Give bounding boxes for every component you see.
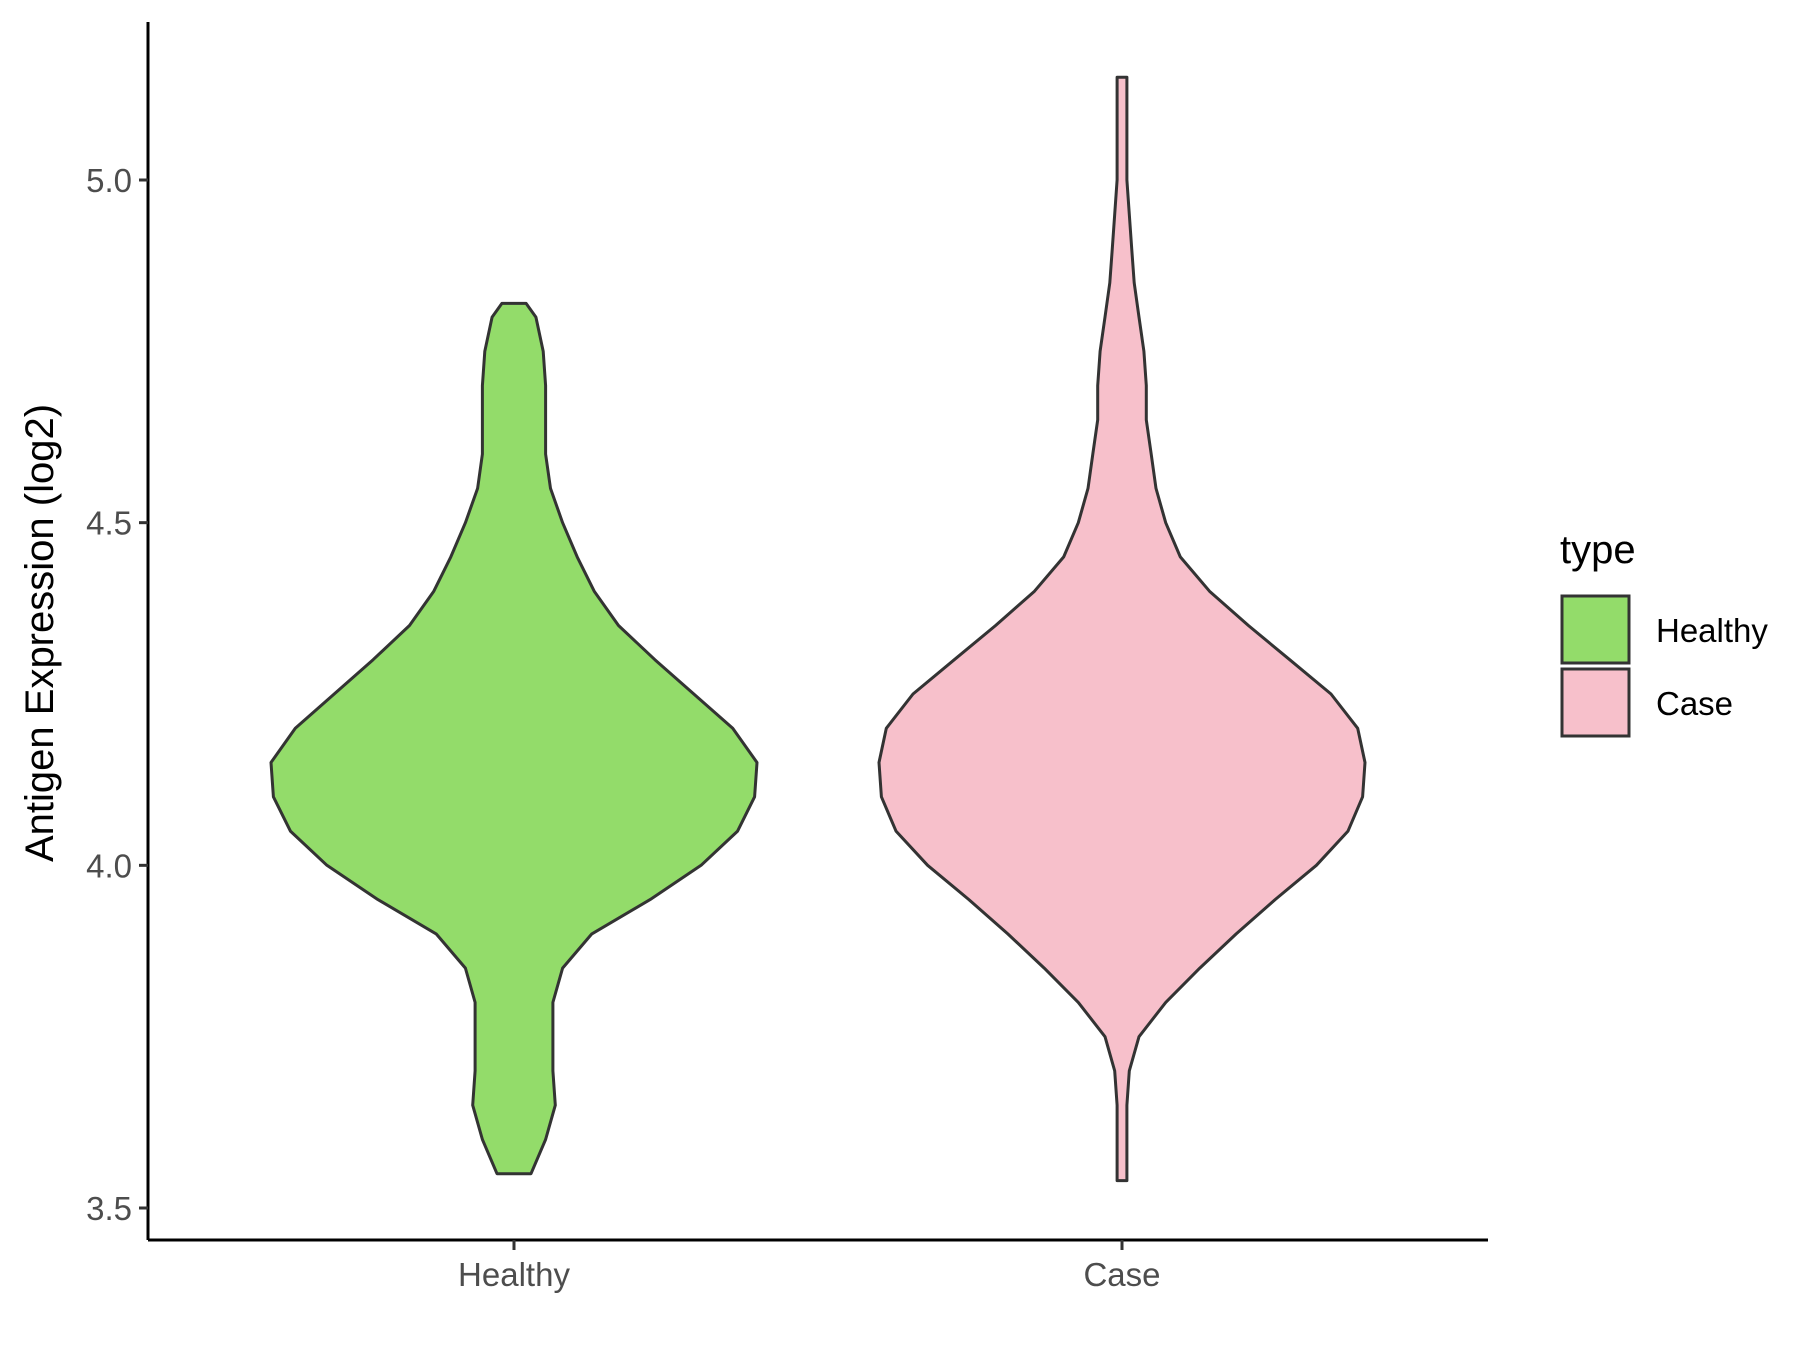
y-tick-label: 4.5 <box>86 505 132 542</box>
legend: type Healthy Case <box>1560 528 1768 738</box>
axes-layer: 3.5 4.0 4.5 5.0 Healthy Case <box>86 22 1488 1293</box>
x-tick-label: Healthy <box>458 1256 570 1293</box>
violin-healthy <box>269 301 759 1176</box>
legend-title: type <box>1560 528 1636 572</box>
legend-label-case: Case <box>1656 685 1733 722</box>
violin-case <box>877 75 1367 1183</box>
y-tick-label: 3.5 <box>86 1190 132 1227</box>
y-tick-label: 4.0 <box>86 847 132 884</box>
y-axis-title: Antigen Expression (log2) <box>18 404 62 862</box>
legend-swatch-healthy <box>1560 594 1631 665</box>
violin-layer <box>269 75 1367 1183</box>
y-tick-label: 5.0 <box>86 162 132 199</box>
legend-swatch-case <box>1560 667 1631 738</box>
x-tick-label: Case <box>1083 1256 1160 1293</box>
legend-label-healthy: Healthy <box>1656 612 1768 649</box>
